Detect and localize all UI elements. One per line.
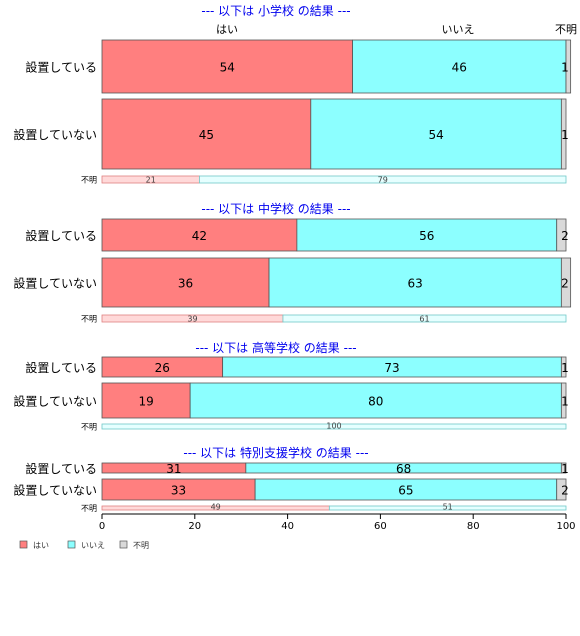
panel-title-0: --- 以下は 小学校 の結果 ---: [201, 3, 350, 18]
value-label-3-1-yes: 33: [171, 484, 186, 498]
bar-3-1-unknown: [556, 478, 567, 501]
row-label-3-1: 設置していない: [13, 483, 97, 498]
bar-1-0-yes: [101, 218, 298, 252]
panel-title-2: --- 以下は 高等学校 の結果 ---: [195, 340, 356, 355]
bar-2-2-no: [101, 423, 567, 430]
row-label-2-1: 設置していない: [13, 394, 97, 409]
value-label-0-1-yes: 45: [199, 128, 214, 142]
value-label-1-1-no: 63: [408, 277, 423, 291]
category-header-no: いいえ: [442, 23, 475, 36]
legend-swatch-1: [67, 540, 76, 549]
bar-0-1-no: [310, 98, 562, 170]
x-tick-label-5: 100: [556, 521, 575, 532]
value-label-0-0-unknown: 1: [561, 61, 569, 75]
x-tick-label-2: 40: [281, 521, 294, 532]
bar-0-0-yes: [101, 39, 353, 94]
value-label-3-1-unknown: 2: [561, 484, 569, 498]
value-label-0-1-unknown: 1: [561, 128, 569, 142]
value-label-2-0-yes: 26: [155, 361, 170, 375]
value-label-1-0-yes: 42: [192, 229, 207, 243]
bar-1-0-unknown: [556, 218, 567, 252]
value-label-1-0-no: 56: [419, 229, 434, 243]
row-label-1-2: 不明: [81, 315, 97, 324]
bar-0-0-no: [352, 39, 567, 94]
bar-1-0-no: [296, 218, 558, 252]
row-label-0-1: 設置していない: [13, 127, 97, 142]
bar-3-0-unknown: [560, 462, 567, 474]
value-label-1-2-yes: 39: [187, 315, 197, 324]
value-label-3-2-yes: 49: [211, 503, 221, 512]
value-label-2-2-no: 100: [326, 422, 341, 431]
bar-0-1-unknown: [560, 98, 567, 170]
bar-2-1-no: [189, 382, 562, 419]
value-label-1-1-yes: 36: [178, 277, 193, 291]
x-tick-label-1: 20: [188, 521, 201, 532]
value-label-3-0-no: 68: [396, 462, 411, 476]
value-label-2-0-no: 73: [384, 361, 399, 375]
legend-swatch-2: [119, 540, 128, 549]
bar-1-1-unknown: [560, 257, 572, 308]
legend-label-2: 不明: [133, 541, 149, 550]
legend-swatch-0: [19, 540, 28, 549]
value-label-0-2-yes: 21: [146, 176, 156, 185]
panel-title-1: --- 以下は 中学校 の結果 ---: [201, 201, 350, 216]
row-label-2-2: 不明: [81, 423, 97, 432]
bar-2-1-unknown: [560, 382, 567, 419]
legend-label-1: いいえ: [81, 541, 105, 550]
value-label-2-0-unknown: 1: [561, 361, 569, 375]
x-tick-label-3: 60: [374, 521, 387, 532]
value-label-0-2-no: 79: [378, 176, 388, 185]
row-label-1-0: 設置している: [25, 228, 97, 243]
value-label-3-1-no: 65: [398, 484, 413, 498]
bar-2-1-yes: [101, 382, 191, 419]
value-label-0-0-yes: 54: [220, 61, 235, 75]
row-label-1-1: 設置していない: [13, 276, 97, 291]
value-label-1-2-no: 61: [419, 315, 429, 324]
category-header-yes: はい: [216, 23, 238, 36]
value-label-2-1-unknown: 1: [561, 395, 569, 409]
panel-title-3: --- 以下は 特別支援学校 の結果 ---: [183, 445, 368, 460]
value-label-0-0-no: 46: [452, 61, 467, 75]
value-label-3-2-no: 51: [443, 503, 453, 512]
value-label-3-0-unknown: 1: [561, 462, 569, 476]
legend-label-0: はい: [33, 541, 49, 550]
bar-1-2-no: [282, 314, 567, 323]
value-label-0-1-no: 54: [428, 128, 443, 142]
row-label-3-2: 不明: [81, 504, 97, 513]
value-label-3-0-yes: 31: [166, 462, 181, 476]
bar-1-1-no: [268, 257, 562, 308]
bar-0-0-unknown: [565, 39, 572, 94]
value-label-1-0-unknown: 2: [561, 229, 569, 243]
bar-3-2-no: [328, 505, 567, 511]
value-label-2-1-yes: 19: [138, 395, 153, 409]
category-header-unknown: 不明: [555, 23, 577, 36]
value-label-1-1-unknown: 2: [561, 277, 569, 291]
row-label-0-2: 不明: [81, 176, 97, 185]
x-tick-label-4: 80: [467, 521, 480, 532]
x-tick-label-0: 0: [99, 521, 105, 532]
row-label-0-0: 設置している: [25, 60, 97, 75]
bar-2-0-unknown: [560, 356, 567, 378]
bar-0-2-no: [199, 175, 567, 184]
row-label-3-0: 設置している: [25, 461, 97, 476]
row-label-2-0: 設置している: [25, 360, 97, 375]
value-label-2-1-no: 80: [368, 395, 383, 409]
